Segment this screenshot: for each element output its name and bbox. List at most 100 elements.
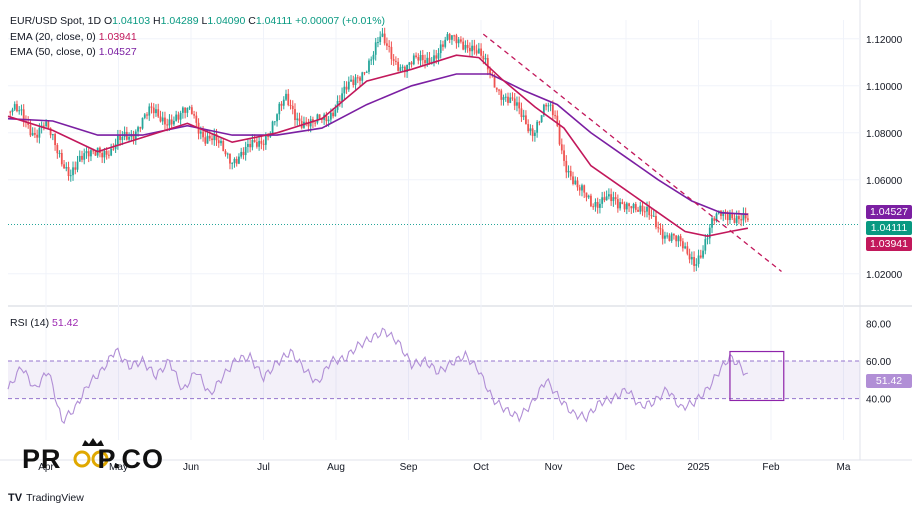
candle-body	[332, 112, 335, 117]
candle-body	[282, 99, 285, 106]
candle-body	[605, 196, 608, 201]
candle-body	[513, 98, 516, 106]
candle-body	[587, 195, 590, 198]
candle-body	[121, 136, 124, 141]
candle-body	[164, 117, 166, 125]
candle-body	[522, 115, 525, 118]
candle-body	[184, 107, 187, 113]
candle-body	[132, 133, 135, 140]
candle-body	[74, 167, 77, 170]
candle-body	[686, 246, 689, 254]
candle-body	[278, 103, 281, 115]
candle-body	[327, 119, 330, 122]
candle-body	[616, 199, 619, 209]
candle-body	[592, 206, 595, 208]
candle-body	[179, 112, 182, 120]
candle-body	[356, 77, 359, 79]
candle-body	[60, 153, 63, 165]
candle-body	[664, 235, 666, 239]
candle-body	[11, 109, 14, 112]
candle-body	[641, 205, 644, 212]
candle-body	[143, 114, 146, 118]
candle-body	[296, 118, 299, 121]
candle-body	[538, 121, 541, 123]
watermark-ring-left	[73, 450, 91, 468]
candle-body	[421, 54, 424, 61]
candle-body	[489, 69, 491, 74]
candle-body	[679, 236, 682, 242]
candle-body	[480, 48, 482, 56]
candle-body	[695, 264, 698, 266]
candle-body	[289, 105, 292, 107]
candle-body	[54, 134, 56, 146]
candle-body	[276, 114, 278, 122]
candle-body	[565, 160, 568, 173]
candle-body	[150, 106, 153, 108]
candle-body	[287, 93, 290, 106]
candle-body	[399, 67, 402, 71]
time-tick-label: 2025	[687, 462, 710, 473]
candle-body	[220, 140, 222, 144]
candle-body	[462, 41, 465, 50]
candle-body	[551, 104, 554, 116]
candle-body	[87, 151, 90, 157]
candle-body	[372, 54, 375, 60]
candle-body	[643, 211, 646, 213]
symbol-label: EUR/USD Spot, 1D	[10, 15, 102, 27]
candle-body	[157, 109, 160, 117]
candle-body	[137, 127, 139, 132]
candle-body	[581, 185, 583, 191]
candle-body	[119, 135, 122, 141]
candle-body	[460, 39, 462, 42]
candle-body	[596, 201, 599, 208]
candle-body	[242, 151, 245, 156]
ema50-price-badge: 1.04527	[866, 205, 912, 219]
candle-body	[307, 122, 310, 127]
candle-body	[116, 135, 119, 145]
candle-body	[247, 143, 249, 147]
candle-body	[298, 118, 301, 122]
candle-body	[652, 215, 655, 217]
ema50-label: EMA (50, close, 0)	[10, 46, 96, 58]
candle-body	[347, 81, 350, 90]
candle-body	[563, 150, 565, 161]
candle-body	[195, 115, 198, 123]
candle-body	[9, 111, 12, 113]
candle-body	[684, 246, 687, 249]
candle-body	[361, 72, 364, 81]
watermark-right: P.CO	[97, 444, 165, 474]
candle-body	[439, 44, 442, 54]
candle-body	[271, 121, 274, 134]
candle-body	[280, 103, 283, 106]
candle-body	[722, 211, 725, 217]
candle-body	[428, 57, 431, 64]
candle-body	[442, 44, 444, 47]
time-tick-label: Aug	[327, 462, 345, 473]
candle-body	[726, 213, 729, 221]
tradingview-label: TradingView	[26, 492, 84, 504]
candle-body	[92, 150, 95, 152]
candle-body	[139, 127, 142, 129]
price-tick-label: 1.06000	[866, 176, 903, 187]
candle-body	[569, 170, 572, 177]
candle-body	[159, 116, 162, 122]
time-tick-label: Sep	[400, 462, 418, 473]
candle-body	[63, 164, 65, 169]
candle-body	[742, 213, 745, 221]
candle-body	[155, 109, 157, 114]
candle-body	[38, 127, 41, 138]
candle-body	[260, 140, 263, 144]
candle-body	[110, 148, 113, 156]
candle-body	[632, 204, 635, 209]
candle-body	[681, 241, 684, 249]
candle-body	[363, 72, 366, 74]
candle-body	[540, 115, 543, 123]
candle-body	[518, 102, 521, 109]
candle-body	[141, 117, 144, 129]
footer-brand[interactable]: TV TradingView	[8, 492, 84, 504]
candle-body	[22, 109, 25, 121]
candle-body	[368, 60, 370, 72]
candle-body	[175, 114, 178, 121]
candle-body	[556, 115, 559, 126]
